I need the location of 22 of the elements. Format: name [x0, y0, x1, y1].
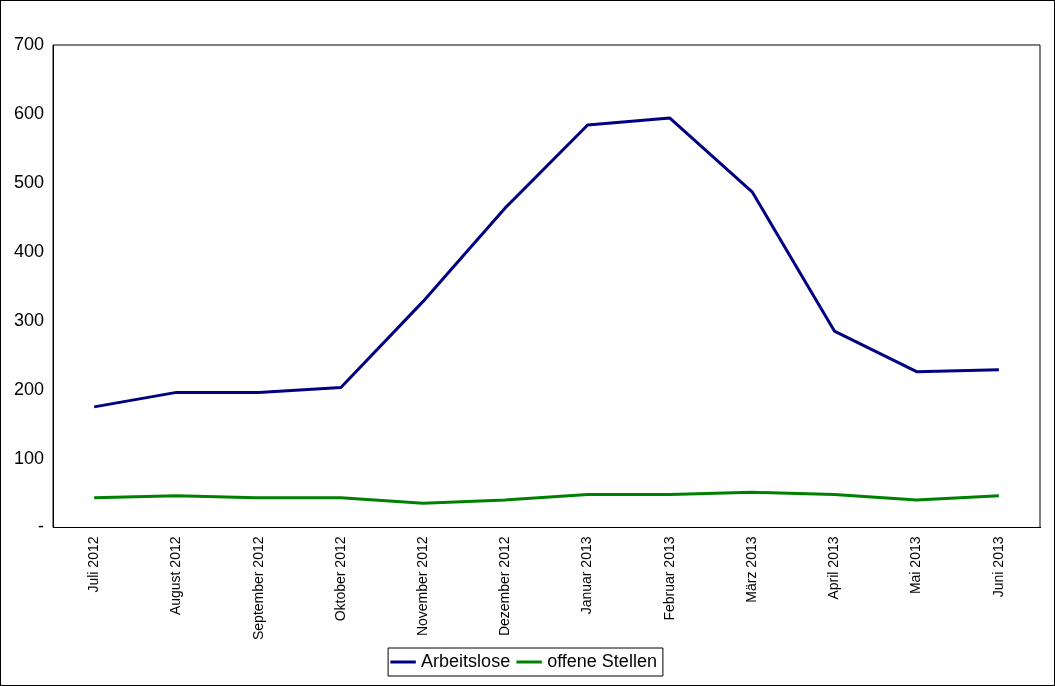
x-tick-label: Oktober 2012: [331, 536, 348, 622]
x-tick-label: Januar 2013: [578, 536, 595, 615]
x-tick-label: November 2012: [414, 536, 430, 637]
x-tick-label: August 2012: [167, 536, 184, 616]
x-tick-label: April 2013: [825, 536, 842, 600]
y-tick-label: 500: [13, 171, 45, 192]
x-tick-label: Juni 2013: [989, 536, 1006, 598]
y-tick-label: 400: [13, 240, 45, 261]
legend-label: offene Stellen: [547, 650, 657, 671]
x-tick-label: September 2012: [249, 536, 266, 641]
x-tick-label: Februar 2013: [660, 536, 677, 621]
x-tick-label: März 2013: [742, 536, 759, 603]
x-tick-label: Mai 2013: [907, 536, 924, 595]
y-tick-label: 200: [13, 378, 45, 399]
x-tick-label: Juli 2012: [85, 536, 102, 593]
y-tick-label: 600: [13, 102, 45, 123]
y-tick-label: 100: [13, 447, 45, 468]
y-tick-label: 300: [13, 309, 45, 330]
y-tick-label: -: [38, 516, 45, 537]
x-tick-label: Dezember 2012: [496, 536, 513, 637]
legend-label: Arbeitslose: [421, 650, 511, 671]
y-tick-label: 700: [13, 33, 45, 54]
